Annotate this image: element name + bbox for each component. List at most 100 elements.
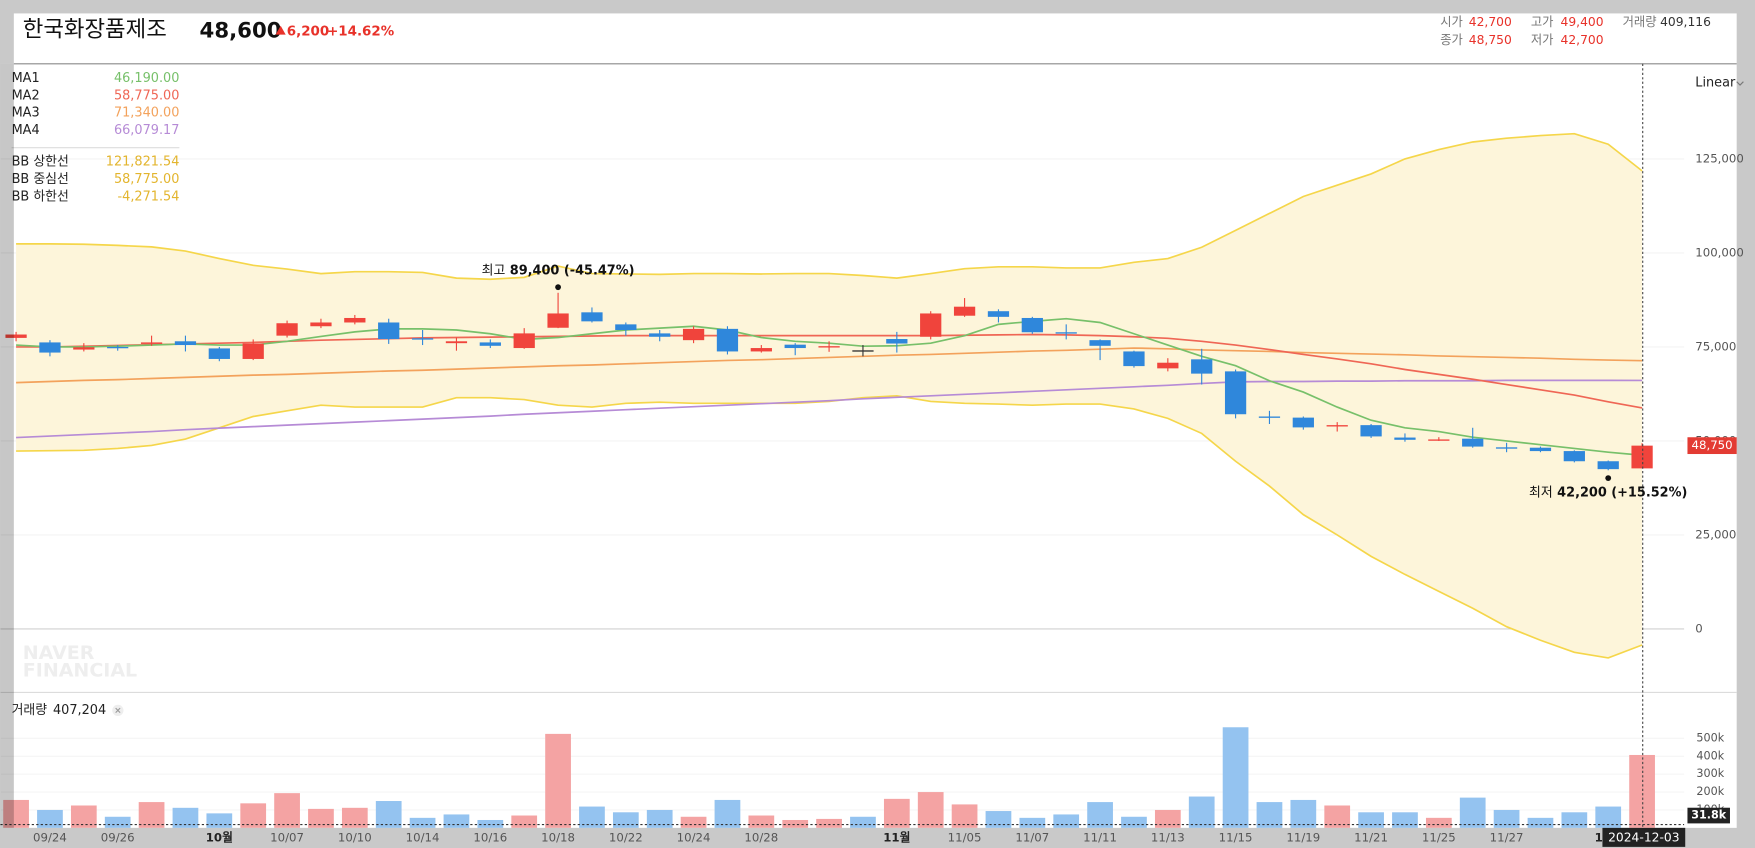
price-tag-label: 48,750 — [1692, 438, 1733, 452]
candle-body — [378, 322, 400, 340]
stat-label: 고가 — [1531, 15, 1554, 29]
volume-bar — [37, 809, 63, 828]
volume-bar — [748, 815, 775, 828]
volume-bar — [951, 804, 978, 828]
overlay-line — [16, 347, 1643, 384]
candle-body — [1089, 340, 1111, 346]
candle-body — [242, 343, 264, 359]
candle-body — [208, 348, 230, 359]
legend-name: MA3 — [12, 106, 40, 121]
stat-value: 42,700 — [1561, 33, 1604, 47]
volume-bar — [612, 812, 639, 828]
close-x[interactable] — [115, 707, 121, 714]
date-tag — [1602, 827, 1686, 847]
x-tick-label: 11/15 — [1219, 830, 1253, 844]
legend-value: 71,340.00 — [114, 106, 179, 121]
x-tick-label: 10/28 — [744, 830, 778, 844]
x-tick-label: 10/16 — [473, 830, 507, 844]
volume-bar — [172, 807, 199, 828]
x-tick-label: 11월 — [883, 830, 910, 844]
x-tick-label: 10/18 — [541, 830, 575, 844]
volume-bar — [816, 818, 842, 828]
y-tick-label: 200k — [1696, 785, 1724, 798]
volume-bar — [477, 819, 504, 828]
volume-bar — [511, 815, 538, 828]
volume-bar — [308, 808, 334, 828]
volume-bar — [1358, 812, 1384, 828]
candle-body — [649, 333, 671, 337]
price-change: 6,200 — [287, 24, 329, 39]
candle-body — [1394, 437, 1416, 440]
x-tick-label: 11/07 — [1015, 830, 1049, 844]
volume-bar — [1256, 802, 1283, 828]
candle-body — [1563, 451, 1585, 462]
extreme-marker — [1605, 475, 1612, 482]
up-arrow — [275, 25, 286, 35]
candle-body — [682, 328, 705, 341]
volume-bar — [1121, 816, 1147, 828]
watermark: FINANCIAL — [23, 660, 137, 682]
candle-body — [1326, 425, 1348, 427]
volume-bar — [1324, 805, 1351, 828]
volume-tag — [1687, 807, 1730, 824]
candle-body — [344, 317, 366, 323]
volume-bar — [545, 733, 571, 828]
x-tick-label: 11/25 — [1422, 830, 1456, 844]
volume-last: 407,204 — [53, 703, 106, 718]
x-tick-label: 11/05 — [948, 830, 982, 844]
stat-label: 거래량 — [1623, 15, 1657, 29]
candle-body — [310, 322, 332, 327]
stock-name: 한국화장품제조 — [23, 17, 167, 43]
stat-value: 49,400 — [1561, 15, 1604, 29]
volume-bar — [985, 811, 1012, 828]
stock-price: 48,600 — [200, 18, 282, 43]
candle-body — [276, 323, 298, 336]
candle-body — [953, 306, 976, 316]
stat-label: 저가 — [1531, 33, 1554, 47]
overlay-line — [16, 379, 1643, 439]
volume-bar — [782, 819, 809, 828]
candle-body — [615, 324, 637, 331]
candle-body — [750, 348, 772, 352]
legend-value: 66,079.17 — [114, 123, 179, 138]
volume-bar — [883, 798, 910, 828]
volume-bar — [1154, 809, 1181, 828]
y-tick-label: 75,000 — [1695, 339, 1736, 353]
x-tick-label: 11/27 — [1490, 830, 1524, 844]
y-tick-label: 25,000 — [1695, 527, 1736, 541]
plot-area — [0, 132, 1685, 828]
legend-name: BB 상한선 — [12, 155, 69, 170]
x-tick-label: 10/24 — [677, 830, 711, 844]
volume-bar — [1019, 817, 1046, 828]
legend-value: 58,775.00 — [114, 88, 179, 103]
volume-bar — [274, 793, 300, 828]
scale-mode[interactable]: Linear — [1695, 75, 1736, 90]
candle-body — [1292, 417, 1314, 428]
legend-name: MA2 — [12, 88, 40, 103]
volume-bar — [70, 805, 97, 828]
candle-body — [1428, 439, 1450, 441]
candle-body — [513, 333, 535, 349]
legend-name: BB 중심선 — [12, 172, 69, 187]
y-tick-label: 100,000 — [1695, 245, 1744, 259]
volume-bar — [1222, 727, 1249, 828]
candle-body — [1123, 351, 1145, 367]
legend-name: MA1 — [12, 71, 40, 86]
volume-bar — [1561, 812, 1588, 828]
candle-body — [1597, 461, 1619, 470]
dropdown-caret[interactable] — [1736, 81, 1744, 86]
candle-body — [411, 338, 434, 340]
annotation: 최고 89,400 (-45.47%) — [482, 263, 635, 278]
volume-bar — [1290, 799, 1317, 828]
candle-body — [1258, 416, 1281, 418]
legend-name: BB 하한선 — [12, 189, 69, 204]
annotation-text: 42,200 (+15.52%) — [1557, 485, 1687, 500]
candle-body — [479, 342, 501, 346]
candle-body — [987, 311, 1010, 317]
x-tick-label: 11/13 — [1151, 830, 1185, 844]
volume-bar — [1392, 812, 1418, 828]
volume-bar — [1425, 817, 1452, 828]
candle-body — [1631, 445, 1653, 469]
stat-value: 42,700 — [1469, 15, 1512, 29]
